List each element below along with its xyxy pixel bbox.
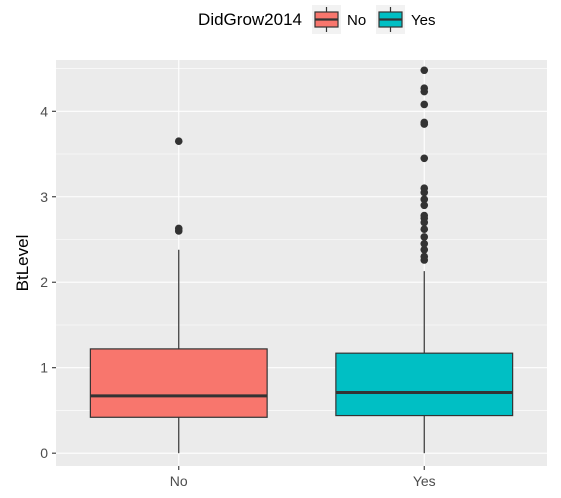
outlier-point: [420, 239, 429, 248]
legend-item-yes: Yes: [376, 5, 435, 34]
outlier-point: [420, 154, 429, 163]
outlier-point: [420, 100, 429, 109]
legend-label: No: [347, 12, 366, 29]
outlier-point: [420, 66, 429, 75]
box-iqr: [89, 348, 268, 418]
outlier-point: [174, 224, 183, 233]
y-tick-label: 3: [40, 189, 48, 205]
outlier-point: [174, 137, 183, 145]
outlier-point: [420, 184, 429, 193]
boxes: [89, 66, 514, 454]
legend-title: DidGrow2014: [198, 10, 302, 29]
outlier-point: [420, 118, 429, 127]
legend-label: Yes: [411, 12, 435, 29]
x-tick-label: No: [170, 473, 188, 489]
legend: DidGrow2014 No Yes: [198, 5, 435, 34]
outlier-point: [420, 211, 429, 220]
outlier-point: [420, 245, 429, 254]
outlier-point: [420, 201, 429, 210]
outlier-point: [420, 84, 429, 93]
y-tick-label: 2: [40, 274, 48, 290]
y-tick-label: 1: [40, 360, 48, 376]
y-axis: 0 1 2 3 4: [40, 103, 56, 461]
outlier-point: [420, 252, 429, 261]
y-axis-title: BtLevel: [13, 235, 32, 292]
legend-item-no: No: [312, 5, 366, 34]
outlier-point: [420, 225, 429, 234]
outlier-point: [420, 233, 429, 241]
x-tick-label: Yes: [413, 473, 436, 489]
box-iqr: [335, 352, 514, 417]
y-tick-label: 4: [40, 103, 48, 119]
outlier-point: [420, 195, 429, 204]
x-axis: No Yes: [170, 466, 436, 489]
y-tick-label: 0: [40, 445, 48, 461]
box-yes: [335, 66, 514, 454]
box-no: [89, 137, 268, 454]
